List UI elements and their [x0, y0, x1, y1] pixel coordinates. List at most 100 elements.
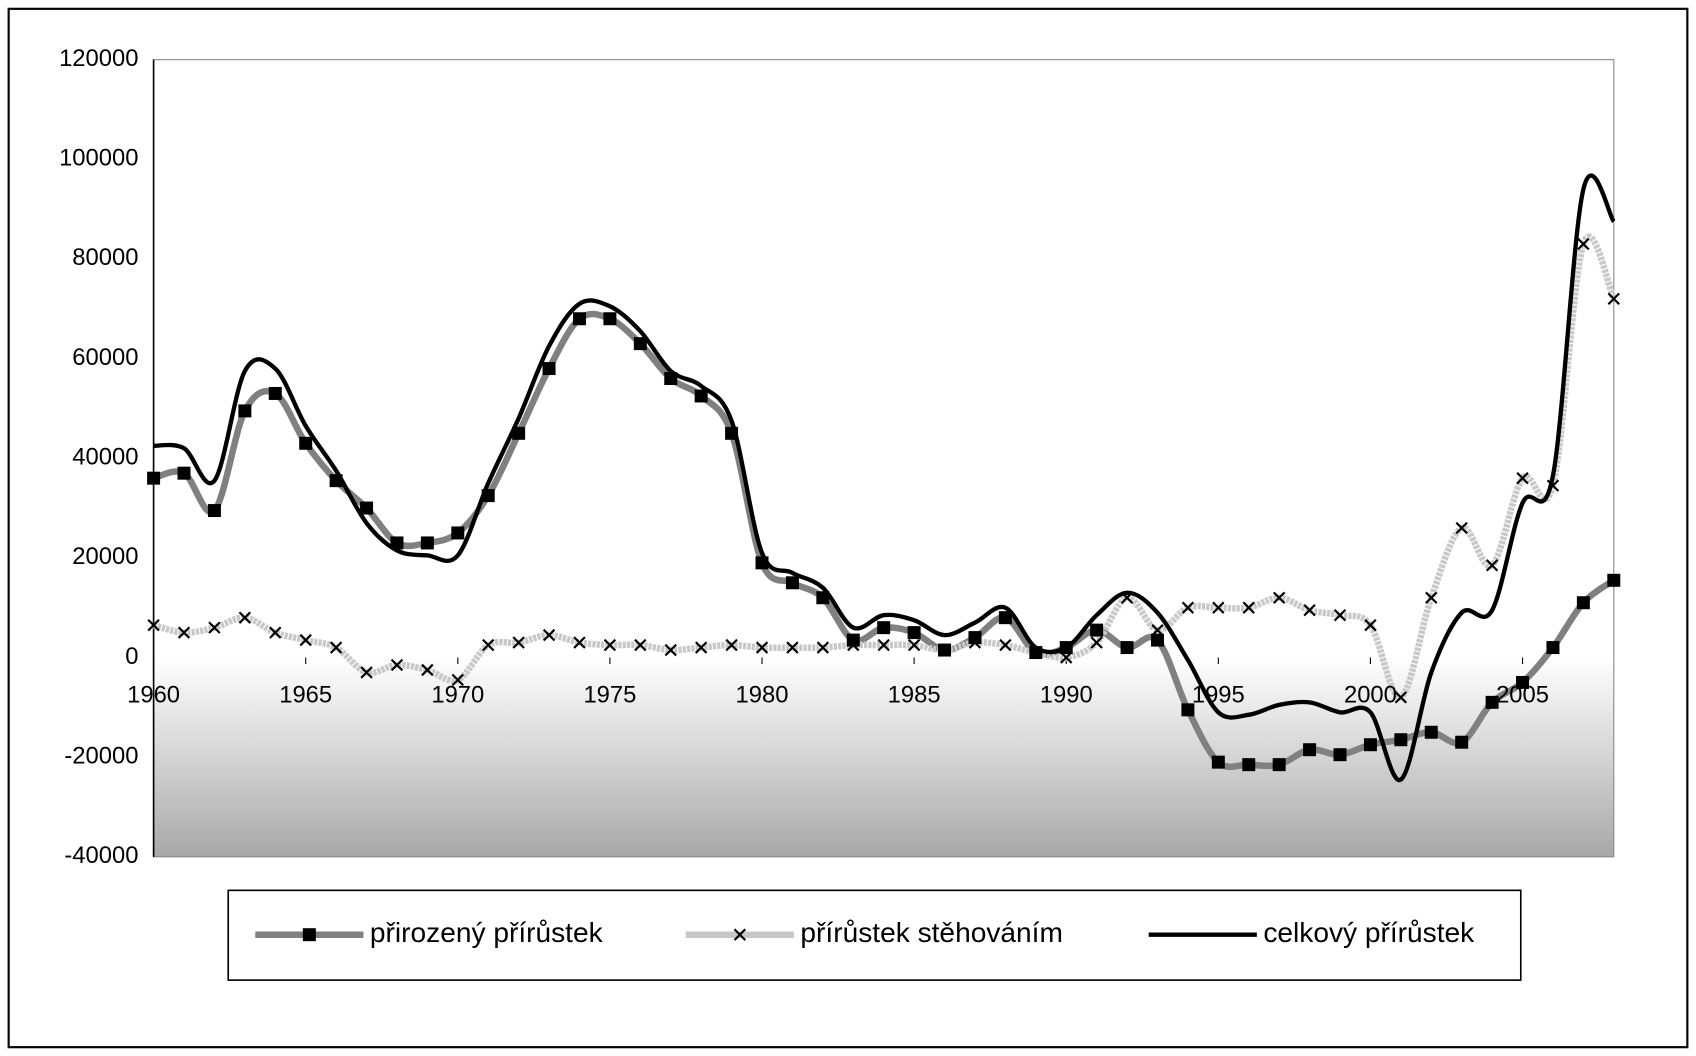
- marker: [299, 633, 312, 647]
- marker: [147, 471, 161, 485]
- marker: [1455, 735, 1469, 749]
- y-tick-label: 100000: [59, 145, 138, 172]
- legend-label: přirozený přírůstek: [370, 917, 604, 948]
- y-tick-label: 120000: [59, 45, 138, 72]
- marker: [572, 312, 586, 326]
- marker: [816, 641, 830, 654]
- marker: [847, 638, 860, 652]
- marker: [786, 641, 799, 654]
- marker: [451, 526, 465, 540]
- x-tick-label: 1960: [127, 682, 180, 709]
- marker: [1029, 646, 1042, 659]
- marker: [238, 404, 252, 418]
- marker: [1485, 559, 1499, 572]
- marker: [999, 638, 1012, 652]
- marker: [299, 436, 313, 450]
- marker: [177, 466, 191, 480]
- marker: [1607, 573, 1621, 587]
- x-tick-label: 1995: [1192, 682, 1245, 709]
- plot-area: [153, 59, 1615, 858]
- marker: [694, 641, 708, 654]
- legend-box: [227, 889, 1522, 981]
- x-tick-label: 2005: [1496, 682, 1549, 709]
- legend-label: přírůstek stěhováním: [800, 917, 1062, 948]
- marker: [360, 501, 374, 515]
- marker: [1394, 691, 1408, 704]
- marker: [1394, 733, 1408, 747]
- marker: [329, 474, 343, 488]
- marker: [968, 636, 982, 649]
- marker: [481, 489, 495, 503]
- marker: [268, 386, 282, 400]
- marker: [390, 658, 404, 672]
- y-tick-label: 20000: [72, 543, 138, 570]
- x-tick-label: 1975: [583, 682, 636, 709]
- marker: [1211, 755, 1225, 769]
- marker: [1242, 758, 1256, 772]
- marker: [482, 638, 495, 652]
- marker: [603, 638, 617, 652]
- y-tick-label: 80000: [72, 244, 138, 271]
- legend-label: celkový přírůstek: [1263, 917, 1475, 948]
- y-tick-label: 0: [125, 643, 138, 670]
- marker: [1546, 641, 1560, 655]
- marker: [1363, 738, 1377, 752]
- marker: [725, 426, 739, 440]
- marker: [1090, 636, 1103, 649]
- marker: [664, 643, 677, 657]
- marker: [1333, 748, 1347, 762]
- marker: [360, 666, 373, 679]
- marker: [238, 611, 252, 624]
- marker: [1303, 743, 1317, 757]
- marker: [1303, 604, 1316, 617]
- marker: [1120, 641, 1134, 655]
- marker: [420, 536, 434, 550]
- y-tick-label: 40000: [72, 444, 138, 471]
- marker: [877, 621, 891, 635]
- series-line: [152, 233, 1617, 701]
- marker: [1516, 675, 1530, 689]
- marker: [1150, 633, 1164, 647]
- x-tick-label: 1980: [736, 682, 789, 709]
- marker: [1212, 601, 1225, 614]
- marker: [542, 628, 556, 642]
- marker: [512, 426, 526, 440]
- marker: [1546, 479, 1560, 492]
- marker: [451, 673, 464, 687]
- marker: [603, 312, 617, 326]
- marker: [1120, 591, 1134, 604]
- marker: [1272, 591, 1286, 604]
- marker: [1607, 292, 1620, 305]
- x-tick-label: 1965: [279, 682, 332, 709]
- marker: [694, 389, 708, 403]
- marker: [1151, 623, 1164, 637]
- marker: [877, 638, 890, 652]
- marker: [208, 621, 221, 634]
- marker: [1242, 601, 1255, 614]
- marker: [998, 611, 1012, 625]
- marker: [1577, 237, 1590, 251]
- marker: [390, 536, 404, 550]
- marker: [1424, 725, 1438, 739]
- marker: [421, 663, 434, 677]
- marker: [512, 636, 525, 649]
- marker: [177, 626, 191, 639]
- marker: [1425, 591, 1438, 604]
- marker: [1181, 703, 1195, 717]
- x-tick-label: 1970: [431, 682, 484, 709]
- series-line: [153, 173, 1616, 782]
- marker: [302, 928, 316, 942]
- marker: [207, 504, 221, 518]
- marker: [907, 638, 921, 652]
- marker: [1059, 641, 1073, 655]
- marker: [755, 641, 769, 654]
- marker: [1060, 651, 1073, 664]
- marker: [633, 337, 647, 351]
- marker: [269, 626, 282, 639]
- marker: [1455, 521, 1468, 535]
- marker: [1576, 596, 1590, 610]
- marker: [1516, 471, 1529, 485]
- marker: [1090, 623, 1104, 637]
- marker: [1364, 618, 1377, 632]
